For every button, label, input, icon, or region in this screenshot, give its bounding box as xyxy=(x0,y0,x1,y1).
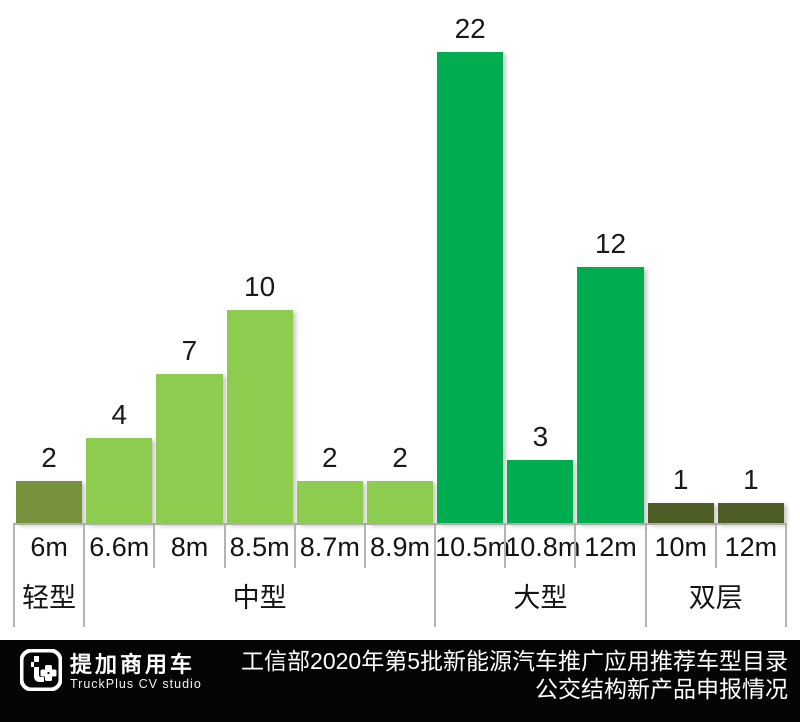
bar-12m xyxy=(577,266,644,524)
bar-value-label: 7 xyxy=(181,334,198,366)
bar-value-label: 10 xyxy=(244,270,276,302)
brand-subtitle: TruckPlus CV studio xyxy=(70,677,202,691)
bar-value-label: 1 xyxy=(743,463,759,495)
category-separator-line xyxy=(363,524,366,568)
chart-title-line2: 公交结构新产品申报情况 xyxy=(535,676,788,702)
group-boundary-line xyxy=(644,524,647,627)
x-axis-label: 8m xyxy=(170,532,209,562)
footer-bar: 提加商用车 TruckPlus CV studio 工信部2020年第5批新能源… xyxy=(0,640,800,722)
bar-10.8m xyxy=(507,459,574,524)
x-axis-line xyxy=(13,523,787,525)
group-boundary-line xyxy=(785,524,787,627)
category-separator-line xyxy=(504,524,507,568)
x-axis-label: 10.5m xyxy=(435,532,511,562)
bar-6m xyxy=(16,481,83,524)
x-axis-label: 8.5m xyxy=(229,532,290,562)
x-axis-label: 10m xyxy=(654,532,707,562)
bar-value-label: 12 xyxy=(594,227,627,259)
bar-value-label: 4 xyxy=(111,399,128,431)
bar-value-label: 2 xyxy=(322,442,338,474)
brand-name: 提加商用车 xyxy=(70,652,196,677)
bar-12m xyxy=(717,502,784,524)
category-separator-line xyxy=(293,524,296,568)
category-separator-line xyxy=(153,524,156,568)
bar-10m xyxy=(647,502,714,524)
bar-8.9m xyxy=(366,481,434,524)
group-label-大型: 大型 xyxy=(513,583,568,613)
bar-6.6m xyxy=(86,438,153,524)
x-axis-label: 12m xyxy=(724,532,778,562)
x-axis-label: 8.9m xyxy=(369,532,430,562)
bar-value-label: 3 xyxy=(532,420,549,452)
x-axis-label: 8.7m xyxy=(299,532,360,562)
chart-title-line1: 工信部2020年第5批新能源汽车推广应用推荐车型目录 xyxy=(241,648,788,674)
group-label-轻型: 轻型 xyxy=(22,583,77,613)
bar-value-label: 2 xyxy=(392,442,408,474)
x-axis-label: 10.8m xyxy=(505,532,581,562)
brand-text: 提加商用车 TruckPlus CV studio xyxy=(70,653,202,692)
bar-value-label: 22 xyxy=(454,13,486,45)
brand-block: 提加商用车 TruckPlus CV studio xyxy=(19,648,202,696)
group-label-双层: 双层 xyxy=(688,583,743,613)
category-separator-line xyxy=(714,524,717,568)
group-boundary-line xyxy=(434,524,437,627)
truckplus-logo-icon xyxy=(19,648,63,696)
group-label-中型: 中型 xyxy=(232,583,287,613)
group-boundary-line xyxy=(83,524,86,627)
bar-8.5m xyxy=(226,309,293,524)
bar-value-label: 1 xyxy=(672,463,689,495)
bar-8m xyxy=(156,373,223,524)
bar-value-label: 2 xyxy=(41,442,57,474)
category-separator-line xyxy=(574,524,577,568)
group-boundary-line xyxy=(13,524,15,627)
category-separator-line xyxy=(223,524,226,568)
x-axis-label: 6.6m xyxy=(89,532,150,562)
bar-10.5m xyxy=(437,52,504,524)
x-axis-label: 12m xyxy=(584,532,637,562)
bar-8.7m xyxy=(296,481,363,524)
chart-title: 工信部2020年第5批新能源汽车推广应用推荐车型目录 公交结构新产品申报情况 xyxy=(241,647,788,703)
x-axis-label: 6m xyxy=(30,532,68,562)
